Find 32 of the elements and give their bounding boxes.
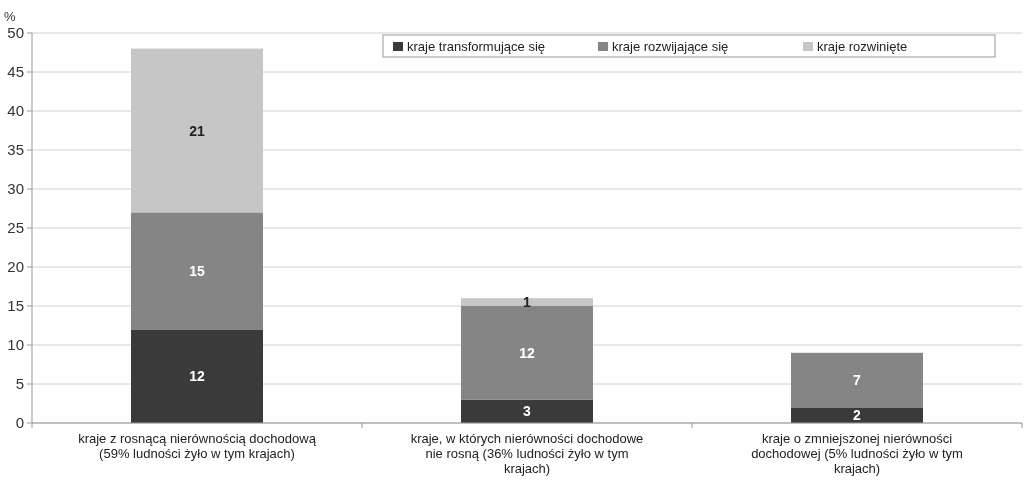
legend-label: kraje transformujące się: [407, 39, 545, 54]
bar: [461, 306, 593, 400]
bar: [131, 212, 263, 330]
bar: [791, 407, 923, 423]
data-label: 1: [523, 294, 532, 311]
x-tick-label: kraje z rosnącą nierównością dochodową (59% ludności żyło w tym krajach): [78, 431, 317, 461]
y-tick-label: 15: [7, 297, 24, 314]
data-label: 12: [189, 368, 205, 385]
data-label: 12: [519, 344, 535, 361]
x-tick-label: kraje, w których nierówności dochodowe nie rosną (36% ludności żyło w tym krajach): [410, 431, 644, 476]
y-tick-label: 30: [7, 180, 24, 197]
y-tick-label: 20: [7, 258, 24, 275]
bar: [461, 399, 593, 423]
bar: [791, 352, 923, 408]
legend-label: kraje rozwijające się: [612, 39, 729, 54]
y-tick-label: 50: [7, 24, 24, 41]
y-tick-label: 5: [15, 375, 24, 392]
data-label: 21: [189, 122, 205, 139]
data-label: 15: [189, 262, 205, 279]
y-tick-label: 40: [7, 102, 24, 119]
y-tick-label: 10: [7, 336, 24, 353]
legend-label: kraje rozwinięte: [817, 39, 908, 54]
y-tick-label: 0: [15, 414, 24, 431]
y-axis-title: %: [4, 9, 16, 24]
data-label: 3: [523, 403, 532, 420]
y-tick-label: 25: [7, 219, 24, 236]
x-tick-label: kraje o zmniejszonej nierówności dochodowej (5% ludności żyło w tym krajach): [751, 431, 963, 476]
data-label: 7: [853, 372, 862, 389]
bar: [131, 329, 263, 423]
y-tick-label: 35: [7, 141, 24, 158]
data-label: 2: [853, 407, 862, 424]
y-tick-label: 45: [7, 63, 24, 80]
